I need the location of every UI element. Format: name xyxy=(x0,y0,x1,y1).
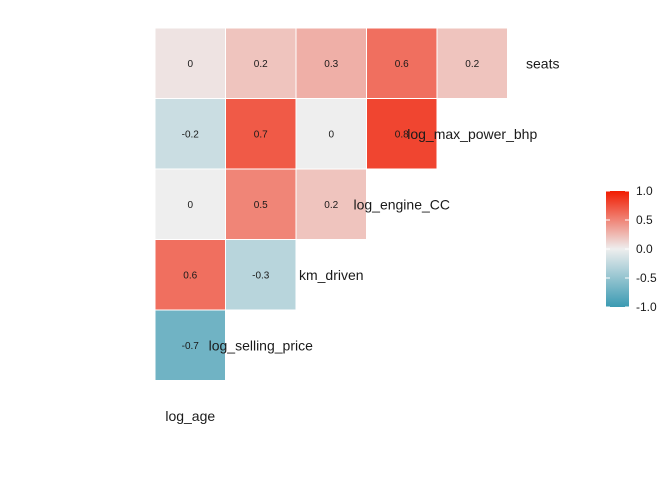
variable-label-log_age: log_age xyxy=(165,408,215,424)
heatmap-cell-log_engine_CC-log_age xyxy=(154,168,226,240)
cell-value-label: 0.5 xyxy=(254,200,268,211)
cell-value-label: 0 xyxy=(328,129,334,140)
heatmap-cell-seats-log_engine_CC xyxy=(366,27,438,99)
legend-tick-label: 1.0 xyxy=(636,184,653,198)
cell-value-label: 0.2 xyxy=(254,59,268,70)
heatmap-cell-km_driven-log_age xyxy=(154,239,226,311)
heatmap-cells xyxy=(154,27,508,381)
cell-value-label: 0.2 xyxy=(465,59,479,70)
heatmap-cell-log_engine_CC-log_selling_price xyxy=(225,168,297,240)
legend-colorbar xyxy=(606,191,629,307)
cell-value-label: 0.6 xyxy=(395,59,409,70)
heatmap-cell-log_selling_price-log_age xyxy=(154,309,226,381)
variable-label-seats: seats xyxy=(526,55,559,71)
heatmap-cell-seats-log_max_power_bhp xyxy=(436,27,508,99)
cell-value-label: 0.8 xyxy=(395,129,409,140)
variable-label-log_engine_CC: log_engine_CC xyxy=(353,196,450,212)
legend-ticks: 1.0 0.5 0.0 -0.5 -1.0 xyxy=(606,184,657,314)
legend-tick-label: -1.0 xyxy=(636,300,657,314)
heatmap-cell-log_engine_CC-km_driven xyxy=(295,168,367,240)
legend-tick-label: 0.5 xyxy=(636,213,653,227)
variable-labels: log_age log_selling_price km_driven log_eng… xyxy=(165,55,559,424)
variable-label-log_selling_price: log_selling_price xyxy=(209,337,314,353)
cell-value-label: 0 xyxy=(187,59,193,70)
heatmap-cell-labels: -0.7 0.6 -0.3 0 0.5 0.2 -0.2 0.7 0 0.8 0 0.2 0.3 0.6 0… xyxy=(182,59,480,352)
cell-value-label: -0.3 xyxy=(252,270,270,281)
variable-label-log_max_power_bhp: log_max_power_bhp xyxy=(407,126,537,142)
heatmap-cell-log_max_power_bhp-log_engine_CC xyxy=(366,98,438,170)
heatmap-cell-seats-log_selling_price xyxy=(225,27,297,99)
heatmap-cell-log_max_power_bhp-log_selling_price xyxy=(225,98,297,170)
color-legend: 1.0 0.5 0.0 -0.5 -1.0 xyxy=(606,184,657,314)
variable-label-km_driven: km_driven xyxy=(299,267,364,283)
cell-value-label: -0.2 xyxy=(182,129,200,140)
heatmap-cell-seats-km_driven xyxy=(295,27,367,99)
legend-tick-label: -0.5 xyxy=(636,271,657,285)
cell-value-label: 0 xyxy=(187,200,193,211)
cell-value-label: 0.7 xyxy=(254,129,268,140)
legend-tick-label: 0.0 xyxy=(636,242,653,256)
heatmap-cell-log_max_power_bhp-km_driven xyxy=(295,98,367,170)
cell-value-label: 0.3 xyxy=(324,59,338,70)
cell-value-label: 0.2 xyxy=(324,200,338,211)
cell-value-label: 0.6 xyxy=(183,270,197,281)
heatmap-cell-log_max_power_bhp-log_age xyxy=(154,98,226,170)
cell-value-label: -0.7 xyxy=(182,341,200,352)
